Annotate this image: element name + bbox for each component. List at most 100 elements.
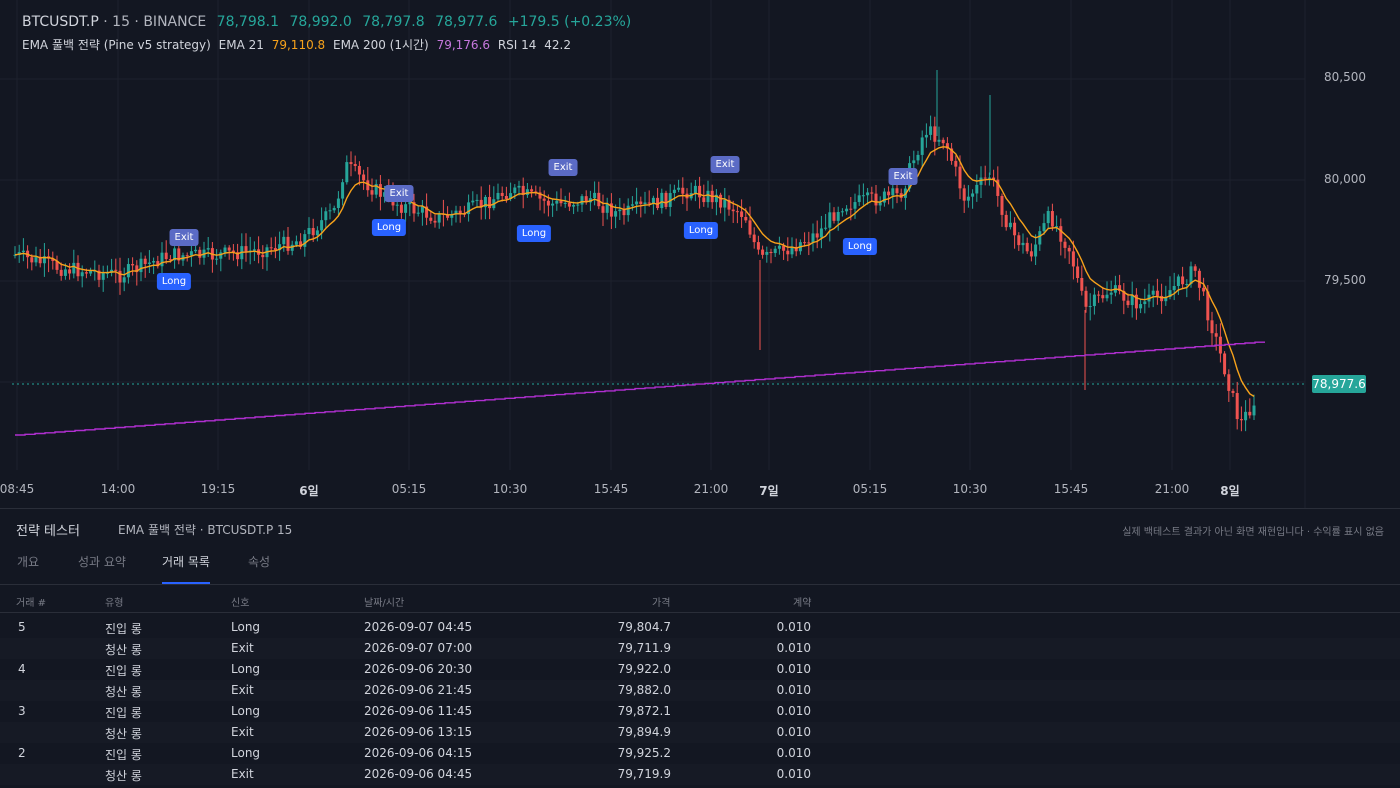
candle-body	[1164, 297, 1168, 302]
candle-body	[483, 196, 487, 208]
candle-body	[374, 184, 378, 195]
table-row[interactable]: 5 진입 롱 Long 2026-09-07 04:45 79,804.7 0.010	[0, 617, 1400, 638]
candle-body	[362, 174, 366, 181]
column-header-price[interactable]: 가격	[652, 598, 671, 609]
trade-type-cell: 진입 롱	[105, 664, 142, 678]
candle-body	[68, 269, 72, 274]
candle-body	[177, 248, 181, 261]
candle-body	[504, 195, 508, 199]
ohlc-change: +179.5 (+0.23%)	[507, 14, 632, 30]
trade-datetime-cell: 2026-09-06 20:30	[364, 662, 473, 676]
tab-trade-list[interactable]: 거래 목록	[162, 553, 210, 584]
table-row[interactable]: 청산 롱 Exit 2026-09-06 13:15 79,894.9 0.010	[0, 722, 1400, 743]
candle-body	[643, 202, 647, 205]
exit-marker[interactable]: Exit	[384, 185, 414, 202]
trade-signal-cell: Long	[231, 704, 261, 718]
trade-datetime-cell: 2026-09-07 07:00	[364, 641, 473, 655]
trade-type-cell: 청산 롱	[105, 769, 142, 783]
table-row[interactable]: 4 진입 롱 Long 2026-09-06 20:30 79,922.0 0.010	[0, 659, 1400, 680]
ohlc-high: 78,992.0	[289, 14, 352, 30]
trade-signal-cell: Exit	[231, 767, 254, 781]
candle-body	[198, 249, 202, 258]
candle-body	[664, 192, 668, 207]
exit-marker[interactable]: Exit	[169, 229, 199, 246]
candle-body	[740, 211, 744, 217]
trade-price-cell: 79,894.9	[617, 725, 671, 739]
ohlc-low: 78,797.8	[362, 14, 425, 30]
candle-body	[76, 262, 80, 277]
table-row[interactable]: 청산 롱 Exit 2026-09-06 04:45 79,719.9 0.010	[0, 764, 1400, 785]
candle-body	[912, 160, 916, 164]
price-chart[interactable]	[0, 0, 1400, 508]
time-axis-day-label: 6일	[299, 484, 319, 498]
exit-marker[interactable]: Exit	[710, 156, 740, 173]
candle-body	[185, 255, 189, 257]
trade-type-cell: 청산 롱	[105, 643, 142, 657]
candle-body	[269, 247, 273, 249]
candle-body	[1017, 235, 1021, 246]
candle-body	[815, 233, 819, 238]
trade-contracts-cell: 0.010	[776, 746, 811, 760]
indicator-legend[interactable]: EMA 풀백 전략 (Pine v5 strategy) EMA 21 79,1…	[22, 36, 575, 53]
symbol-name[interactable]: BTCUSDT.P	[22, 14, 99, 30]
candle-body	[874, 193, 878, 206]
tab-performance-summary[interactable]: 성과 요약	[78, 555, 126, 569]
trade-contracts-cell: 0.010	[776, 641, 811, 655]
trade-signal-cell: Long	[231, 746, 261, 760]
candle-body	[614, 211, 618, 217]
long-marker[interactable]: Long	[371, 219, 407, 236]
exit-marker[interactable]: Exit	[888, 168, 918, 185]
candle-body	[294, 241, 298, 245]
tab-properties[interactable]: 속성	[248, 555, 271, 569]
exit-marker[interactable]: Exit	[548, 159, 578, 176]
tab-overview[interactable]: 개요	[17, 555, 40, 569]
table-row[interactable]: 2 진입 롱 Long 2026-09-06 04:15 79,925.2 0.010	[0, 743, 1400, 764]
column-header-trade-no[interactable]: 거래 #	[16, 598, 46, 609]
time-axis-label: 14:00	[100, 482, 136, 496]
long-marker[interactable]: Long	[156, 273, 192, 290]
candle-body	[698, 185, 702, 198]
candle-body	[311, 228, 315, 236]
candle-body	[593, 192, 597, 199]
column-header-datetime[interactable]: 날짜/시간	[364, 598, 405, 609]
candle-body	[110, 269, 114, 273]
candle-body	[118, 270, 122, 283]
long-marker[interactable]: Long	[516, 225, 552, 242]
trade-type-cell: 진입 롱	[105, 748, 142, 762]
candle-body	[341, 182, 345, 199]
column-header-signal[interactable]: 신호	[231, 598, 250, 609]
long-marker[interactable]: Long	[842, 238, 878, 255]
candle-body	[1000, 195, 1004, 215]
ema21-value: 79,110.8	[271, 38, 326, 52]
candle-body	[80, 272, 84, 277]
price-axis-label: 79,500	[1324, 273, 1366, 287]
column-header-contracts[interactable]: 계약	[793, 598, 812, 609]
candle-body	[702, 197, 706, 203]
table-row[interactable]: 청산 롱 Exit 2026-09-07 07:00 79,711.9 0.010	[0, 638, 1400, 659]
strategy-name[interactable]: EMA 풀백 전략 (Pine v5 strategy)	[22, 38, 211, 52]
candle-body	[471, 200, 475, 203]
panel-title[interactable]: 전략 테스터	[16, 524, 80, 539]
trade-type-cell: 진입 롱	[105, 706, 142, 720]
table-row[interactable]: 3 진입 롱 Long 2026-09-06 11:45 79,872.1 0.010	[0, 701, 1400, 722]
candle-body	[143, 258, 147, 264]
candle-body	[194, 249, 198, 252]
candle-body	[1227, 374, 1231, 391]
candle-body	[761, 249, 765, 255]
ema200-value: 79,176.6	[436, 38, 491, 52]
candle-body	[236, 252, 240, 260]
candle-body	[895, 188, 899, 194]
candle-body	[370, 190, 374, 195]
candle-body	[567, 202, 571, 207]
long-marker[interactable]: Long	[683, 222, 719, 239]
candle-body	[1071, 251, 1075, 267]
candle-body	[1034, 244, 1038, 257]
chart-area[interactable]: BTCUSDT.P · 15 · BINANCE 78,798.1 78,992…	[0, 0, 1400, 508]
candle-body	[412, 202, 416, 214]
column-header-type[interactable]: 유형	[105, 598, 124, 609]
panel-subtitle[interactable]: EMA 풀백 전략 · BTCUSDT.P 15	[118, 523, 293, 537]
ema200-line	[15, 341, 1265, 436]
candle-body	[1080, 277, 1084, 291]
trade-datetime-cell: 2026-09-06 13:15	[364, 725, 473, 739]
table-row[interactable]: 청산 롱 Exit 2026-09-06 21:45 79,882.0 0.010	[0, 680, 1400, 701]
